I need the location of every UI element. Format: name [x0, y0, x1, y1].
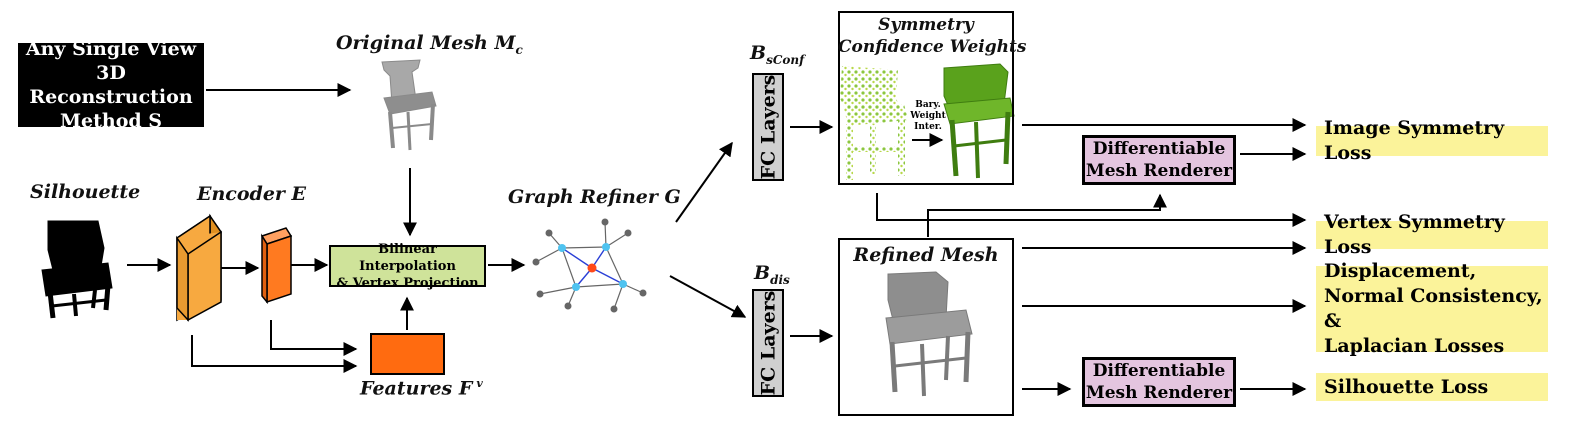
graph-refiner-label: Graph Refiner G — [508, 186, 681, 208]
method-line-3: Method S — [59, 110, 162, 132]
fc-layers-top: FC Layers — [752, 73, 784, 181]
original-mesh-subscript: c — [515, 42, 523, 57]
bary-line-3: Inter. — [914, 122, 942, 132]
renderer-bottom-line-2: Mesh Renderer — [1085, 383, 1233, 403]
bary-interpolation-label: Bary. Weight Inter. — [908, 100, 948, 133]
bilinear-line-2: & Vertex Projection — [336, 275, 479, 291]
symmetry-confidence-line-2: Confidence Weights — [838, 37, 1027, 57]
refined-chair-mesh-icon — [885, 271, 973, 397]
refined-mesh-frame — [838, 238, 1014, 416]
mesh-renderer-top: Differentiable Mesh Renderer — [1082, 135, 1236, 185]
features-superscript: v — [476, 377, 483, 390]
method-line-2: 3D Reconstruction — [29, 62, 193, 108]
original-mesh-label: Original Mesh Mc — [336, 32, 523, 57]
bary-line-2: Weight — [910, 111, 946, 121]
features-text: Features F — [360, 377, 473, 400]
fc-layers-bottom: FC Layers — [752, 289, 784, 397]
renderer-bottom-line-1: Differentiable — [1092, 361, 1226, 381]
green-chair-mesh-icon — [943, 63, 1015, 179]
encoder-label: Encoder E — [197, 183, 307, 205]
symmetry-confidence-label: Symmetry Confidence Weights — [838, 14, 1027, 58]
regularizer-losses: Displacement, Normal Consistency, & Lapl… — [1316, 260, 1548, 357]
b-sconf-subscript: sConf — [766, 52, 805, 67]
b-dis-label: Bdis — [754, 262, 790, 287]
b-dis-text: B — [754, 262, 771, 284]
vertex-symmetry-loss: Vertex Symmetry Loss — [1316, 211, 1548, 258]
features-block — [370, 333, 445, 375]
feature-block — [260, 227, 293, 305]
arrow-feature-block-to-features — [270, 320, 358, 356]
original-mesh-text: Original Mesh M — [336, 32, 516, 54]
fc-layers-top-label: FC Layers — [757, 74, 780, 180]
graph-refiner-icon — [532, 218, 647, 313]
bary-line-1: Bary. — [915, 100, 941, 110]
arrows — [127, 83, 1307, 396]
encoder-block — [175, 213, 223, 322]
vertex-symmetry-loss-text: Vertex Symmetry Loss — [1324, 211, 1505, 258]
fc-layers-bottom-label: FC Layers — [757, 290, 780, 396]
silhouette-label: Silhouette — [30, 181, 141, 203]
b-sconf-text: B — [750, 42, 767, 64]
symmetry-confidence-line-1: Symmetry — [878, 15, 974, 35]
green-pointcloud-chair-icon — [840, 66, 908, 180]
arrow-refined-to-top-renderer — [927, 193, 1167, 237]
bilinear-line-1: Bilinear Interpolation — [359, 241, 456, 274]
gray-chair-mesh-icon — [381, 59, 437, 151]
chair-silhouette-icon — [41, 220, 113, 319]
image-symmetry-loss-text: Image Symmetry Loss — [1324, 117, 1505, 164]
renderer-top-line-2: Mesh Renderer — [1085, 161, 1233, 181]
arrow-encoder-to-features — [191, 335, 358, 373]
arrow-graph-to-fc-bottom — [669, 275, 747, 318]
silhouette-loss: Silhouette Loss — [1316, 373, 1548, 401]
regularizer-line-2: Normal Consistency, & — [1324, 285, 1543, 332]
renderer-top-line-1: Differentiable — [1092, 139, 1226, 159]
b-sconf-label: BsConf — [750, 42, 804, 67]
symmetry-confidence-frame — [838, 11, 1014, 185]
image-symmetry-loss: Image Symmetry Loss — [1316, 117, 1548, 164]
arrow-graph-to-fc-top — [675, 141, 733, 223]
regularizer-line-3: Laplacian Losses — [1324, 335, 1505, 357]
method-line-1: Any Single View — [25, 38, 197, 60]
bilinear-interpolation-box: Bilinear Interpolation & Vertex Projecti… — [329, 242, 486, 291]
regularizer-line-1: Displacement, — [1324, 260, 1477, 282]
refined-mesh-label: Refined Mesh — [853, 244, 999, 266]
silhouette-loss-text: Silhouette Loss — [1324, 375, 1489, 398]
reconstruction-method-box: Any Single View 3D Reconstruction Method… — [18, 38, 204, 132]
arrow-confidence-to-vertex-symmetry — [876, 193, 1307, 227]
b-dis-subscript: dis — [770, 272, 790, 287]
mesh-renderer-bottom: Differentiable Mesh Renderer — [1082, 357, 1236, 407]
